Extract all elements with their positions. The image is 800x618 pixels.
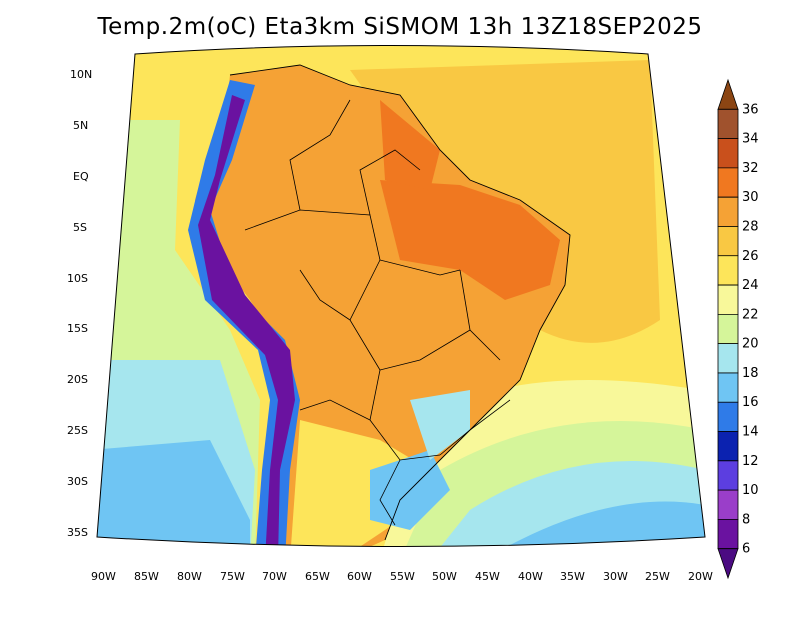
- coastline: [229, 64, 571, 541]
- lon-label-80w: 80W: [177, 570, 202, 583]
- colorbar-segment: [717, 255, 739, 286]
- colorbar-label: 6: [742, 542, 750, 557]
- colorbar: 36 34 32 30 28 26 24 22 20 18 16 14 12 10 8 6: [717, 78, 759, 580]
- land-cool-highlands: [410, 390, 470, 460]
- andes-peaks: [198, 95, 295, 547]
- lon-label-55w: 55W: [390, 570, 415, 583]
- colorbar-label: 20: [742, 337, 759, 352]
- colorbar-label: 24: [742, 278, 759, 293]
- lon-label-50w: 50W: [432, 570, 457, 583]
- lon-label-65w: 65W: [305, 570, 330, 583]
- lon-label-60w: 60W: [347, 570, 372, 583]
- colorbar-segment: [717, 519, 739, 550]
- colorbar-segment: [717, 167, 739, 198]
- lat-label-10n: 10N: [70, 68, 92, 81]
- lat-label-35s: 35S: [67, 526, 88, 539]
- colorbar-label: 22: [742, 307, 759, 322]
- colorbar-label: 28: [742, 219, 759, 234]
- pacific-coldest-region: [97, 440, 250, 547]
- lat-label-eq: EQ: [73, 170, 89, 183]
- colorbar-label: 34: [742, 132, 759, 147]
- colorbar-label: 36: [742, 102, 759, 117]
- colorbar-label: 16: [742, 395, 759, 410]
- colorbar-segment: [717, 196, 739, 227]
- colorbar-segment: [717, 78, 739, 110]
- map-frame: [96, 45, 706, 547]
- lon-label-45w: 45W: [475, 570, 500, 583]
- colorbar-segment: [717, 226, 739, 257]
- colorbar-segment: [717, 548, 739, 580]
- lat-label-10s: 10S: [67, 272, 88, 285]
- country-borders: [244, 99, 511, 526]
- lat-label-20s: 20S: [67, 373, 88, 386]
- lon-label-75w: 75W: [220, 570, 245, 583]
- lon-label-40w: 40W: [518, 570, 543, 583]
- colorbar-label: 8: [742, 512, 750, 527]
- colorbar-segment: [717, 489, 739, 520]
- lat-label-25s: 25S: [67, 424, 88, 437]
- lat-label-5n: 5N: [73, 119, 88, 132]
- colorbar-segment: [717, 372, 739, 403]
- lon-label-70w: 70W: [262, 570, 287, 583]
- colorbar-label: 26: [742, 249, 759, 264]
- lat-label-15s: 15S: [67, 322, 88, 335]
- longitude-axis: 90W 85W 80W 75W 70W 65W 60W 55W 50W 45W …: [91, 570, 713, 583]
- map-title: Temp.2m(oC) Eta3km SiSMOM 13h 13Z18SEP20…: [97, 14, 703, 40]
- lon-label-35w: 35W: [560, 570, 585, 583]
- colorbar-label: 14: [742, 425, 759, 440]
- map-plot-area: [97, 45, 705, 547]
- colorbar-segment: [717, 284, 739, 315]
- colorbar-label: 18: [742, 366, 759, 381]
- colorbar-segment: [717, 343, 739, 374]
- lat-label-30s: 30S: [67, 475, 88, 488]
- land-hot-region: [380, 180, 560, 300]
- colorbar-segment: [717, 138, 739, 169]
- colorbar-label: 30: [742, 190, 759, 205]
- lon-label-85w: 85W: [134, 570, 159, 583]
- lon-label-90w: 90W: [91, 570, 116, 583]
- colorbar-segment: [717, 108, 739, 139]
- latitude-axis: 10N 5N EQ 5S 10S 15S 20S 25S 30S 35S: [67, 68, 92, 539]
- colorbar-label: 10: [742, 483, 759, 498]
- colorbar-segment: [717, 401, 739, 432]
- colorbar-segment: [717, 431, 739, 462]
- lat-label-5s: 5S: [73, 221, 87, 234]
- lon-label-25w: 25W: [645, 570, 670, 583]
- colorbar-segment: [717, 313, 739, 345]
- colorbar-segment: [717, 460, 739, 491]
- lon-label-20w: 20W: [688, 570, 713, 583]
- colorbar-label: 32: [742, 161, 759, 176]
- land-mild-region: [290, 420, 430, 547]
- land-hot-region-north: [380, 100, 440, 190]
- lon-label-30w: 30W: [603, 570, 628, 583]
- colorbar-label: 12: [742, 454, 759, 469]
